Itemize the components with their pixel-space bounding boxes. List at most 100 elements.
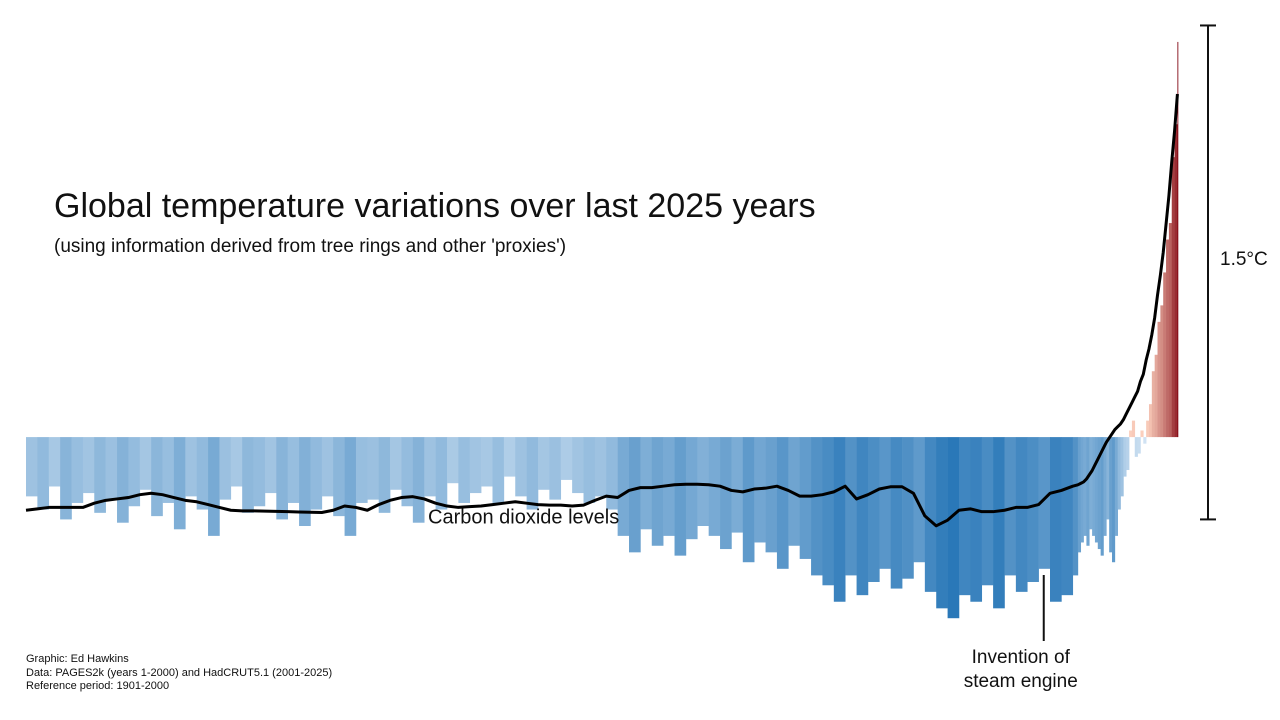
bar: [162, 437, 175, 503]
bar: [1061, 437, 1074, 596]
chart-subtitle: (using information derived from tree rin…: [54, 236, 566, 257]
bar: [219, 437, 232, 500]
credit: Reference period: 1901-2000: [26, 680, 169, 692]
bar: [1166, 239, 1170, 438]
bar: [731, 437, 744, 533]
bar: [94, 437, 106, 513]
bar: [82, 437, 95, 494]
bar: [1177, 41, 1179, 438]
bar: [321, 437, 334, 497]
bar: [424, 437, 436, 497]
credit: Data: PAGES2k (years 1-2000) and HadCRUT…: [26, 667, 332, 679]
bar: [776, 437, 789, 569]
bar: [105, 437, 118, 500]
bar: [594, 437, 607, 497]
bar: [139, 437, 152, 490]
bar: [1157, 321, 1161, 438]
bar: [1148, 404, 1153, 438]
bar: [208, 437, 220, 536]
bar: [173, 437, 186, 530]
bar: [1072, 437, 1079, 576]
bar: [560, 437, 573, 480]
bar: [435, 437, 448, 510]
bar: [185, 437, 197, 497]
bar: [958, 437, 971, 596]
series-label: Carbon dioxide levels: [428, 506, 619, 528]
bar: [538, 437, 550, 490]
bar: [651, 437, 664, 546]
bar: [1151, 371, 1155, 438]
bar: [572, 437, 584, 494]
bar: [1160, 305, 1164, 438]
bar: [697, 437, 709, 527]
bar: [492, 437, 505, 503]
bar: [674, 437, 687, 556]
bar: [913, 437, 926, 563]
bar: [811, 437, 823, 576]
bar: [276, 437, 288, 520]
bar: [1027, 437, 1039, 582]
bar: [1168, 223, 1173, 438]
bar: [1120, 437, 1124, 497]
bar: [446, 437, 459, 484]
bar: [458, 437, 471, 503]
bar: [1129, 430, 1133, 438]
bar: [640, 437, 653, 530]
bar: [1109, 437, 1113, 553]
bar: [970, 437, 983, 602]
bar: [617, 437, 630, 536]
bar: [401, 437, 414, 507]
bar: [1163, 272, 1167, 438]
bar: [310, 437, 323, 510]
bar: [469, 437, 482, 494]
bar: [1171, 157, 1175, 438]
bar: [867, 437, 880, 582]
bar: [549, 437, 562, 500]
bar: [765, 437, 778, 553]
bar: [1134, 437, 1138, 457]
bar: [412, 437, 425, 523]
bar: [1131, 420, 1136, 438]
bar: [1112, 437, 1116, 563]
bar: [924, 437, 937, 592]
bar: [947, 437, 960, 619]
bar: [1086, 437, 1090, 546]
bar: [287, 437, 300, 503]
co2-line: [25, 93, 1179, 528]
bar: [128, 437, 141, 507]
bar: [1050, 437, 1062, 602]
bar: [1083, 437, 1087, 536]
bar: [799, 437, 812, 559]
annotation-text: Invention of: [972, 647, 1071, 668]
bar: [685, 437, 698, 540]
bar: [1097, 437, 1101, 550]
bar: [1092, 437, 1096, 536]
bar: [378, 437, 391, 513]
bar: [1117, 437, 1121, 510]
bar: [1106, 437, 1110, 520]
bar: [1154, 354, 1158, 438]
bar: [230, 437, 243, 487]
bar: [890, 437, 903, 589]
bar: [902, 437, 914, 579]
scale-label: 1.5°C: [1220, 249, 1268, 270]
bar: [1004, 437, 1017, 576]
bar: [299, 437, 311, 527]
bar: [845, 437, 857, 576]
bar: [264, 437, 277, 494]
bar: [1100, 437, 1104, 556]
bar: [526, 437, 539, 510]
bar: [1140, 430, 1144, 438]
bar: [333, 437, 345, 517]
bar: [879, 437, 892, 569]
bar: [1123, 437, 1127, 477]
bar: [720, 437, 732, 550]
bar: [253, 437, 266, 507]
bar: [993, 437, 1005, 609]
bar: [503, 437, 516, 477]
bar: [71, 437, 84, 503]
bar: [1080, 437, 1084, 543]
bar: [390, 437, 402, 490]
bar: [481, 437, 493, 487]
